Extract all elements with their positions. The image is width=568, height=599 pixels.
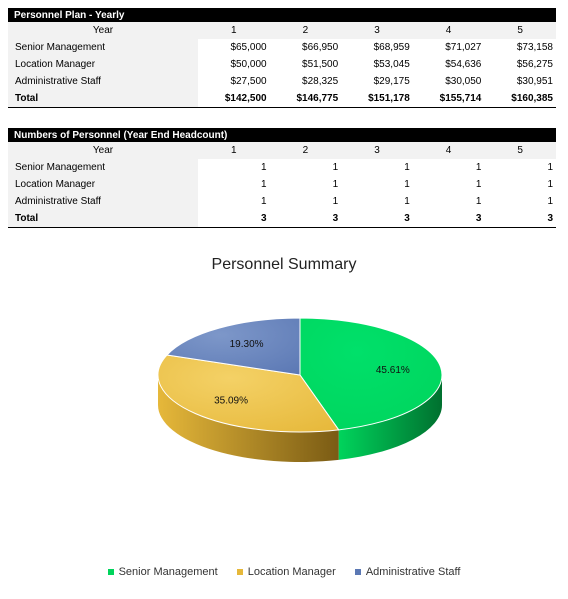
cell: 1 (475, 162, 482, 173)
cell: $30,050 (445, 76, 482, 87)
cell: $151,178 (341, 90, 413, 108)
cell: $30,951 (516, 76, 553, 87)
year-col: 4 (412, 22, 485, 39)
cell: $146,775 (269, 90, 342, 108)
cell: 1 (475, 196, 482, 207)
cell: 1 (547, 196, 553, 207)
cell: 1 (404, 179, 410, 190)
pie-slice-administrative-staff (165, 317, 301, 376)
row-label: Location Manager (8, 176, 198, 193)
cell: $66,950 (302, 42, 339, 53)
cell: $160,385 (484, 90, 556, 108)
headcount-table: Numbers of Personnel (Year End Headcount… (8, 128, 556, 228)
year-col: 4 (412, 142, 485, 159)
cell: $54,636 (445, 59, 482, 70)
row-label: Location Manager (8, 56, 198, 73)
year-col: 1 (198, 142, 270, 159)
table-row: Location Manager 1 1 1 1 1 (8, 176, 556, 193)
cell: $155,714 (412, 90, 485, 108)
row-label: Senior Management (8, 159, 198, 176)
year-col: 1 (198, 22, 270, 39)
legend-swatch (354, 569, 361, 576)
slice-label-senior-management: 45.61% (376, 365, 410, 376)
cell: 1 (404, 162, 410, 173)
cell: 1 (261, 196, 267, 207)
cell: 1 (547, 179, 553, 190)
cell: $28,325 (302, 76, 339, 87)
legend-item-location-manager: Location Manager (236, 566, 336, 578)
year-col: 2 (269, 22, 342, 39)
row-label: Administrative Staff (8, 193, 198, 210)
cell: $142,500 (198, 90, 270, 108)
cell: $71,027 (445, 42, 482, 53)
cell: 1 (547, 162, 553, 173)
legend-label: Administrative Staff (365, 566, 461, 578)
year-col: 3 (341, 22, 413, 39)
table-row: Administrative Staff 1 1 1 1 1 (8, 193, 556, 210)
cell: 3 (341, 210, 413, 228)
cell: 3 (198, 210, 270, 228)
year-header: Year (8, 142, 198, 159)
row-label: Administrative Staff (8, 73, 198, 90)
slice-label-location-manager: 35.09% (214, 395, 248, 406)
pie-slice-senior-management (299, 317, 443, 431)
cell: 1 (261, 179, 267, 190)
row-label: Senior Management (8, 39, 198, 56)
cell: 1 (332, 196, 339, 207)
legend-swatch (107, 569, 114, 576)
table-row: Senior Management 1 1 1 1 1 (8, 159, 556, 176)
table-row: Senior Management $65,000 $66,950 $68,95… (8, 39, 556, 56)
cell: $73,158 (516, 42, 553, 53)
legend-label: Senior Management (118, 566, 218, 578)
cell: $27,500 (230, 76, 267, 87)
total-row: Total 3 3 3 3 3 (8, 210, 556, 228)
chart-legend: Senior Management Location Manager Admin… (0, 566, 568, 578)
personnel-plan-table: Personnel Plan - Yearly Year 1 2 3 4 5 S… (8, 8, 556, 108)
cell: $29,175 (373, 76, 410, 87)
year-col: 5 (484, 142, 556, 159)
legend-swatch (236, 569, 243, 576)
cell: $65,000 (230, 42, 267, 53)
cell: $51,500 (302, 59, 339, 70)
cell: $50,000 (230, 59, 267, 70)
headcount-title: Numbers of Personnel (Year End Headcount… (8, 128, 556, 142)
row-label: Total (8, 90, 198, 108)
cell: 1 (332, 162, 339, 173)
year-header: Year (8, 22, 198, 39)
pie-side-senior-management (338, 375, 442, 460)
cell: 3 (269, 210, 342, 228)
cell: $53,045 (373, 59, 410, 70)
legend-item-administrative-staff: Administrative Staff (354, 566, 461, 578)
slice-label-administrative-staff: 19.30% (230, 339, 264, 350)
table-row: Location Manager $50,000 $51,500 $53,045… (8, 56, 556, 73)
pie-side-location-manager (158, 375, 339, 462)
legend-item-senior-management: Senior Management (107, 566, 218, 578)
cell: $56,275 (516, 59, 553, 70)
row-label: Total (8, 210, 198, 228)
cell: $68,959 (373, 42, 410, 53)
total-row: Total $142,500 $146,775 $151,178 $155,71… (8, 90, 556, 108)
pie-chart: 45.61% 35.09% 19.30% (157, 317, 443, 462)
personnel-plan-title: Personnel Plan - Yearly (8, 8, 556, 22)
cell: 3 (412, 210, 485, 228)
cell: 1 (475, 179, 482, 190)
year-col: 5 (484, 22, 556, 39)
legend-label: Location Manager (247, 566, 336, 578)
year-col: 2 (269, 142, 342, 159)
cell: 3 (484, 210, 556, 228)
cell: 1 (404, 196, 410, 207)
chart-title: Personnel Summary (211, 256, 357, 273)
year-col: 3 (341, 142, 413, 159)
cell: 1 (261, 162, 267, 173)
table-row: Administrative Staff $27,500 $28,325 $29… (8, 73, 556, 90)
cell: 1 (332, 179, 339, 190)
